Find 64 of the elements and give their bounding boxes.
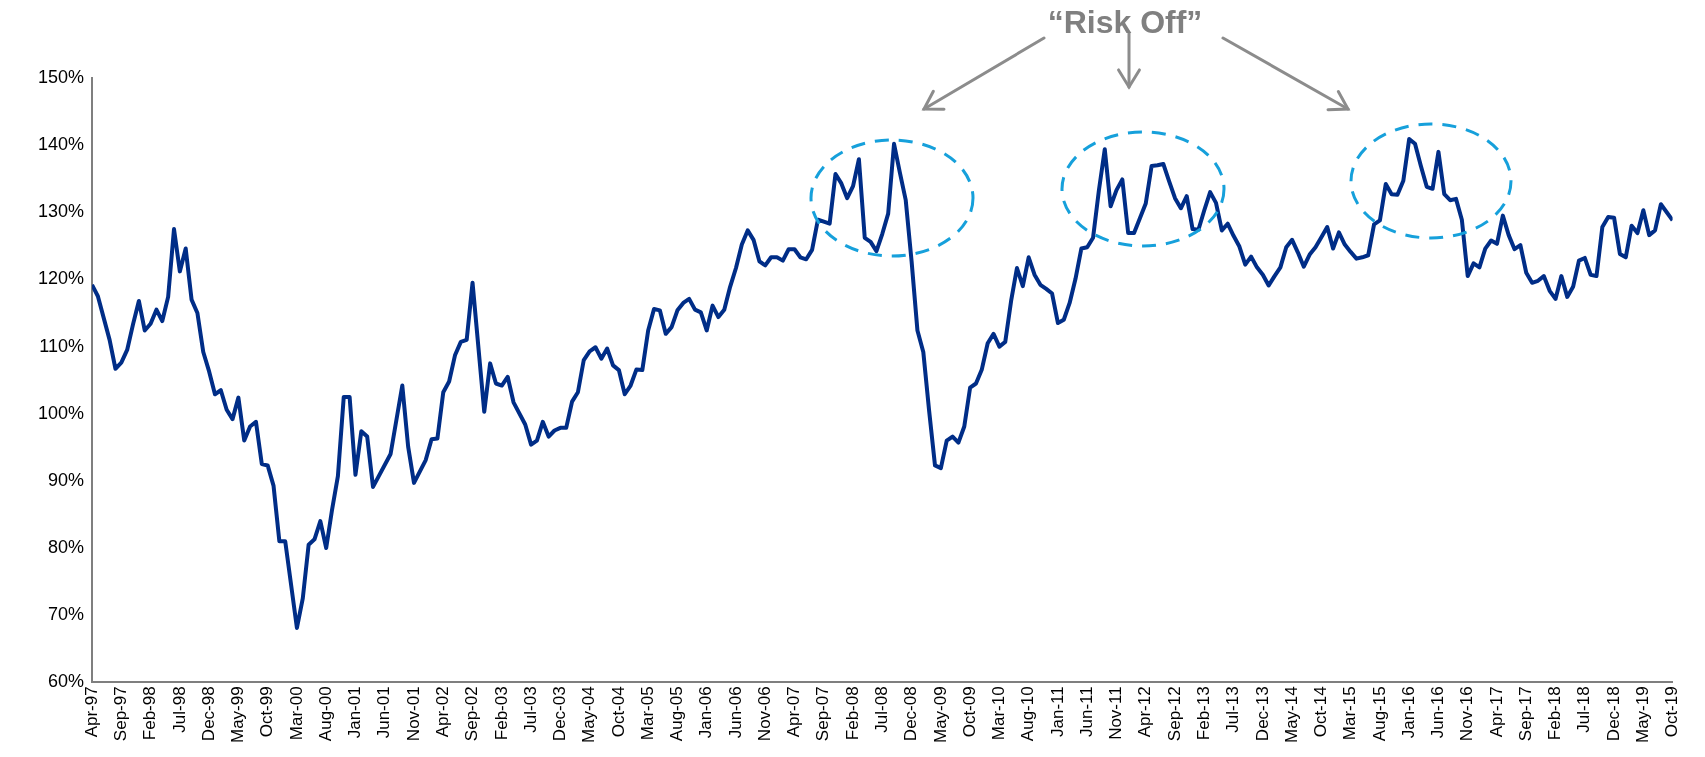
x-tick-label: Apr-17: [1486, 686, 1506, 738]
x-tick-label: Feb-98: [140, 686, 160, 741]
y-tick-label: 110%: [39, 335, 85, 356]
y-tick-label: 70%: [48, 604, 85, 625]
x-tick-label: Jan-06: [696, 686, 716, 739]
x-tick-label: May-14: [1281, 686, 1301, 743]
x-tick-label: Nov-01: [403, 686, 423, 742]
x-tick-label: Feb-03: [491, 686, 511, 741]
x-tick-label: Sep-97: [110, 686, 130, 742]
x-tick-label: Jun-06: [725, 686, 745, 739]
x-tick-label: Dec-13: [1252, 686, 1272, 742]
y-tick-label: 140%: [37, 134, 85, 155]
x-tick-label: Nov-16: [1457, 686, 1477, 742]
x-tick-label: Jun-16: [1428, 686, 1448, 739]
x-tick-label: Sep-07: [813, 686, 833, 742]
x-tick-label: Feb-08: [842, 686, 862, 741]
x-tick-label: Jan-11: [1047, 686, 1067, 738]
y-tick-label: 100%: [37, 402, 85, 423]
x-tick-label: Oct-19: [1662, 686, 1682, 738]
x-tick-label: Jul-98: [169, 686, 189, 733]
x-tick-label: Sep-17: [1515, 686, 1535, 742]
x-tick-label: Nov-06: [754, 686, 774, 742]
text: “Risk Off”: [1046, 4, 1204, 41]
x-tick-label: Jan-01: [345, 686, 365, 739]
x-tick-label: Oct-04: [608, 686, 628, 738]
x-tick-label: Jun-01: [374, 686, 394, 739]
y-tick-label: 80%: [48, 536, 85, 557]
x-tick-label: Apr-07: [784, 686, 804, 738]
x-tick-label: Oct-09: [959, 686, 979, 738]
x-tick-label: Dec-03: [550, 686, 570, 742]
x-tick-label: Dec-18: [1603, 686, 1623, 742]
y-tick-label: 90%: [48, 469, 85, 490]
x-tick-label: Dec-08: [901, 686, 921, 742]
x-tick-label: May-19: [1633, 686, 1653, 743]
x-tick-label: Apr-12: [1135, 686, 1155, 738]
x-tick-label: Sep-02: [462, 686, 482, 742]
x-tick-label: May-09: [930, 686, 950, 743]
x-tick-label: Oct-99: [257, 686, 277, 738]
x-tick-label: Jan-16: [1398, 686, 1418, 739]
x-tick-label: May-99: [228, 686, 248, 743]
x-tick-label: Jul-13: [1223, 686, 1243, 733]
x-tick-label: Sep-12: [1164, 686, 1184, 742]
x-tick-label: Aug-10: [1018, 686, 1038, 742]
y-tick-label: 120%: [37, 268, 85, 289]
x-tick-label: Jul-18: [1574, 686, 1594, 733]
x-tick-label: Dec-98: [198, 686, 218, 742]
x-tick-label: Oct-14: [1311, 686, 1331, 738]
x-tick-label: Jul-03: [520, 686, 540, 733]
x-tick-label: Mar-10: [989, 686, 1009, 741]
x-tick-label: May-04: [579, 686, 599, 743]
x-tick-label: Mar-00: [286, 686, 306, 741]
x-tick-label: Nov-11: [1106, 686, 1126, 740]
x-tick-label: Mar-05: [637, 686, 657, 741]
x-tick-label: Feb-13: [1193, 686, 1213, 741]
x-tick-label: Jun-11: [1076, 686, 1096, 738]
x-tick-label: Jul-08: [872, 686, 892, 733]
y-tick-label: 150%: [37, 66, 85, 87]
x-tick-label: Aug-05: [667, 686, 687, 742]
x-tick-label: Apr-02: [432, 686, 452, 738]
x-tick-label: Aug-15: [1369, 686, 1389, 742]
x-tick-label: Feb-18: [1545, 686, 1565, 741]
x-tick-label: Aug-00: [315, 686, 335, 742]
y-tick-label: 130%: [37, 201, 85, 222]
x-tick-label: Mar-15: [1340, 686, 1360, 741]
